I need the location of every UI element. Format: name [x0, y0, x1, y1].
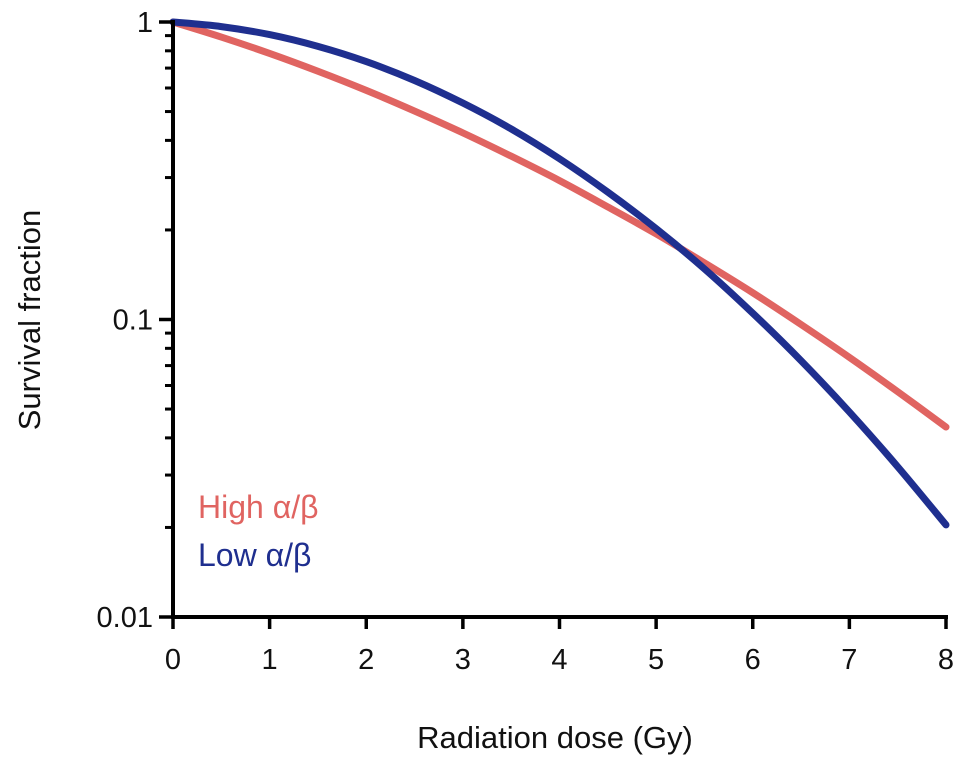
x-tick-label: 7	[841, 644, 857, 676]
legend-low-alpha-beta: Low α/β	[198, 537, 311, 573]
x-tick-label: 4	[551, 644, 567, 676]
y-tick-label: 0.01	[97, 602, 153, 634]
x-tick-label: 0	[165, 644, 181, 676]
x-axis-label: Radiation dose (Gy)	[417, 720, 693, 755]
series-line-low-alpha-beta	[169, 18, 950, 529]
x-tick-label: 2	[358, 644, 374, 676]
x-tick-label: 3	[455, 644, 471, 676]
x-tick-label: 8	[938, 644, 954, 676]
y-tick-label: 0.1	[113, 305, 153, 337]
series-line-high-alpha-beta	[169, 18, 950, 431]
y-tick-label: 1	[137, 7, 153, 39]
y-axis-label: Survival fraction	[12, 210, 47, 431]
legend-high-alpha-beta: High α/β	[198, 489, 319, 525]
x-tick-label: 5	[648, 644, 664, 676]
x-tick-label: 6	[745, 644, 761, 676]
x-tick-label: 1	[262, 644, 278, 676]
